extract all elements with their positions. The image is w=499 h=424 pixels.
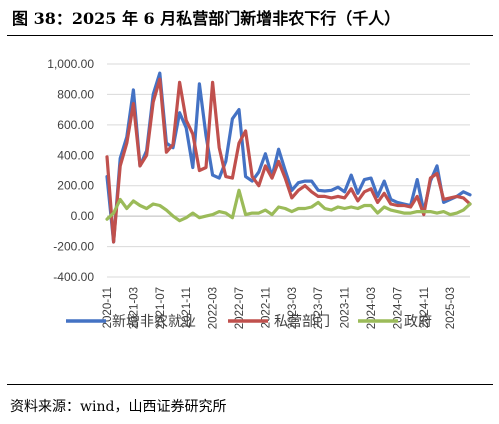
series-lines bbox=[105, 71, 472, 244]
y-tick-label: 600.00 bbox=[57, 118, 94, 132]
legend: 新增非农就业 私营部门 政府 bbox=[66, 314, 432, 330]
x-tick-label: 2021-07 bbox=[155, 287, 167, 329]
x-tick-label: 2023-11 bbox=[340, 287, 352, 328]
x-tick-label: 2025-03 bbox=[445, 287, 457, 329]
x-axis-ticks: 2020-11 2021-03 2021-07 2021-11 2022-03 2022-… bbox=[102, 215, 470, 329]
legend-label-2: 政府 bbox=[404, 314, 432, 330]
x-tick-label: 2024-11 bbox=[419, 287, 431, 328]
x-tick-label: 2023-03 bbox=[287, 287, 299, 329]
x-tick-label: 2022-11 bbox=[260, 287, 272, 328]
y-tick-label: 400.00 bbox=[57, 148, 94, 162]
series-line-1 bbox=[105, 77, 472, 244]
source-note: 资料来源：wind，山西证券研究所 bbox=[10, 399, 227, 415]
top-rule bbox=[7, 35, 493, 36]
y-tick-label: -400.00 bbox=[53, 270, 94, 284]
y-axis-ticks: -400.00 -200.00 0.00 200.00 400.00 600.00 800.… bbox=[47, 57, 94, 284]
y-tick-label: 200.00 bbox=[57, 179, 94, 193]
y-tick-label: 800.00 bbox=[57, 87, 94, 101]
y-tick-label: -200.00 bbox=[53, 240, 94, 254]
figure-title: 图 38：2025 年 6 月私营部门新增非农下行（千人） bbox=[12, 9, 401, 28]
x-tick-label: 2024-07 bbox=[392, 287, 404, 329]
x-tick-label: 2024-03 bbox=[366, 287, 378, 329]
x-tick-label: 2022-03 bbox=[208, 287, 220, 329]
x-tick-label: 2023-07 bbox=[313, 287, 325, 329]
x-tick-label: 2020-11 bbox=[102, 287, 114, 328]
x-tick-label: 2022-07 bbox=[234, 287, 246, 329]
x-tick-label: 2021-11 bbox=[181, 287, 193, 328]
x-tick-label: 2021-03 bbox=[128, 287, 140, 329]
legend-label-0: 新增非农就业 bbox=[112, 314, 196, 330]
series-line-2 bbox=[105, 188, 472, 223]
line-chart: -400.00 -200.00 0.00 200.00 400.00 600.00 800.… bbox=[47, 57, 472, 330]
y-tick-label: 0.00 bbox=[71, 209, 95, 223]
y-tick-label: 1,000.00 bbox=[47, 57, 94, 71]
legend-label-1: 私营部门 bbox=[274, 314, 330, 330]
bottom-rule bbox=[7, 384, 493, 385]
